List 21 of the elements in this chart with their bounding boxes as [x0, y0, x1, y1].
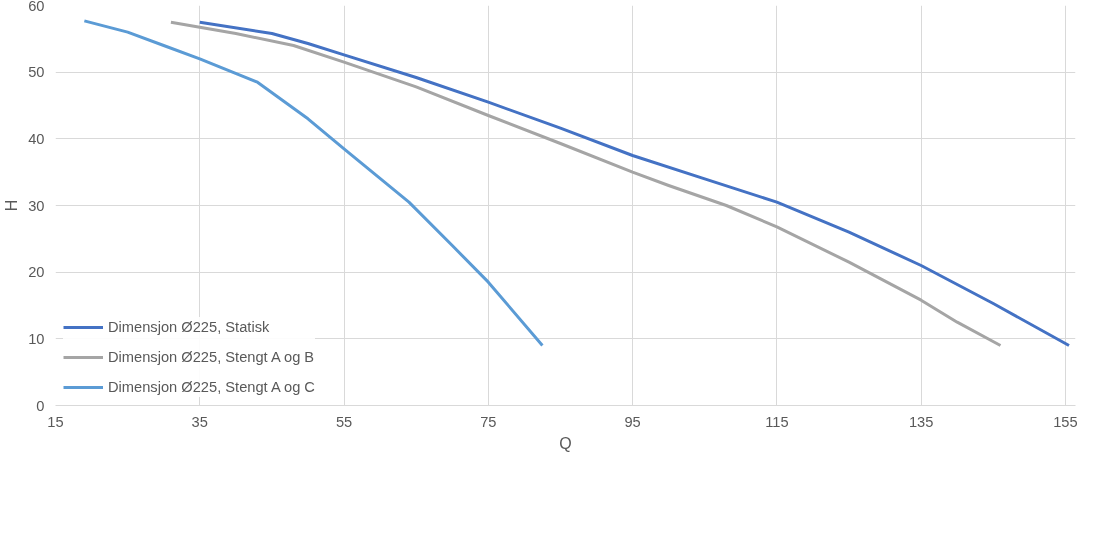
y-tick-label: 40 — [28, 130, 45, 147]
y-tick-label: 60 — [28, 0, 45, 14]
x-tick-label: 135 — [908, 413, 934, 430]
x-tick-label: 15 — [47, 413, 64, 430]
y-tick-label: 10 — [28, 330, 45, 347]
x-axis-title: Q — [559, 434, 572, 452]
legend-label: Dimensjon Ø225, Stengt A og B — [108, 349, 315, 365]
x-tick-label: 155 — [1053, 413, 1078, 430]
x-tick-label: 95 — [624, 413, 641, 430]
line-series — [82, 19, 544, 347]
x-tick-label: 75 — [480, 413, 497, 430]
y-tick-label: 50 — [28, 64, 45, 81]
y-tick-label: 20 — [28, 264, 45, 281]
x-tick-label: 35 — [191, 413, 208, 430]
x-tick-label: 55 — [335, 413, 353, 430]
y-tick-label: 30 — [28, 197, 45, 214]
y-axis-title: H — [3, 199, 21, 212]
legend-label: Dimensjon Ø225, Stengt A og C — [108, 379, 315, 395]
legend-label: Dimensjon Ø225, Statisk — [108, 319, 270, 335]
x-tick-label: 115 — [765, 413, 789, 430]
y-tick-label: 0 — [36, 397, 45, 414]
